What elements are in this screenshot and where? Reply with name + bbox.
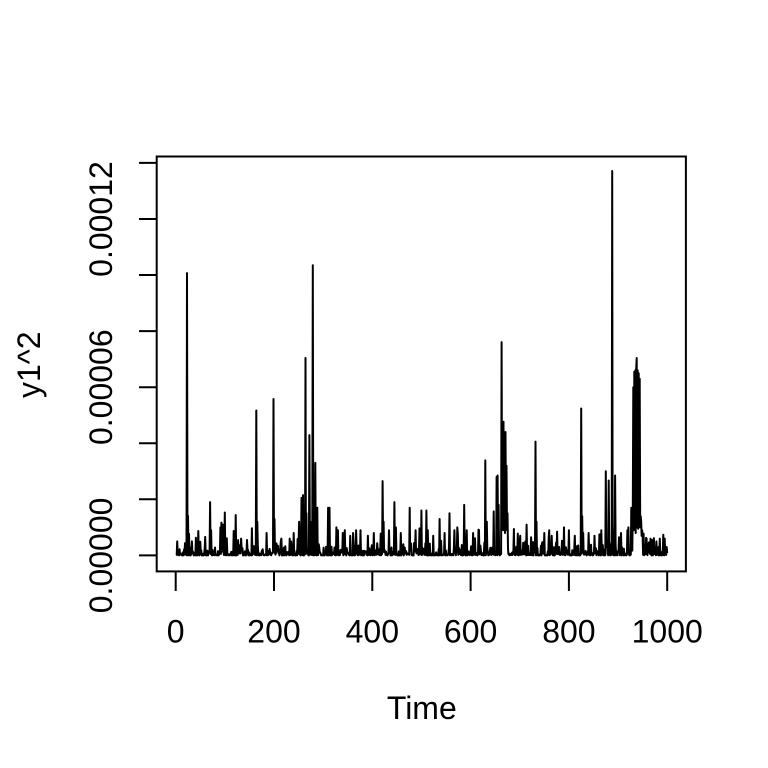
svg-text:600: 600 <box>444 613 497 649</box>
svg-text:400: 400 <box>346 613 399 649</box>
svg-text:0.00012: 0.00012 <box>83 161 119 277</box>
svg-text:800: 800 <box>542 613 595 649</box>
svg-text:Time: Time <box>387 690 457 726</box>
svg-text:200: 200 <box>247 613 300 649</box>
svg-text:1000: 1000 <box>632 613 703 649</box>
svg-text:y1^2: y1^2 <box>11 331 47 398</box>
svg-text:0.00000: 0.00000 <box>83 498 119 614</box>
svg-text:0.00006: 0.00006 <box>83 329 119 445</box>
svg-text:0: 0 <box>167 613 185 649</box>
